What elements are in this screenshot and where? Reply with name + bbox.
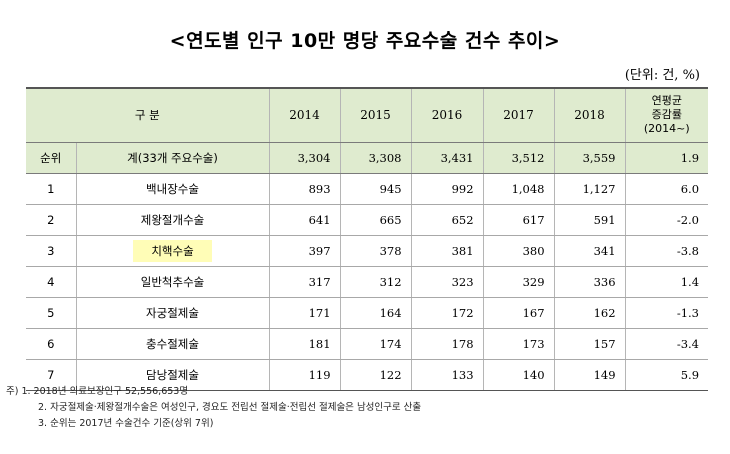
header-year: 2018 — [553, 88, 626, 143]
cell-value: 317 — [268, 266, 341, 298]
cell-value: 1,048 — [482, 173, 555, 205]
cell-value: 341 — [553, 235, 626, 267]
cell-rank: 5 — [26, 297, 76, 329]
header-rate-line: 증감률 — [651, 108, 682, 122]
cell-value: 162 — [553, 297, 626, 329]
table-row: 4 일반척추수술 317 312 323 329 336 1.4 — [26, 266, 709, 298]
cell-value: 591 — [553, 204, 626, 236]
cell-value: 378 — [339, 235, 412, 267]
footnote: 3. 순위는 2017년 수술건수 기준(상위 7위) — [38, 418, 214, 429]
total-name: 계(33개 주요수술) — [75, 142, 270, 174]
table-row: 5 자궁절제술 171 164 172 167 162 -1.3 — [26, 297, 709, 329]
cell-rate: -3.8 — [624, 235, 709, 267]
header-rate-line: (2014~) — [643, 122, 690, 136]
cell-rate: -3.4 — [624, 328, 709, 360]
cell-rank: 6 — [26, 328, 76, 360]
cell-rate: 1.9 — [624, 142, 709, 174]
cell-rate: 6.0 — [624, 173, 709, 205]
table-row: 2 제왕절개수술 641 665 652 617 591 -2.0 — [26, 204, 709, 236]
cell-value: 167 — [482, 297, 555, 329]
cell-value: 172 — [410, 297, 484, 329]
cell-value: 157 — [553, 328, 626, 360]
cell-value: 178 — [410, 328, 484, 360]
header-category: 구 분 — [26, 88, 270, 143]
cell-rank: 4 — [26, 266, 76, 298]
cell-value: 3,559 — [553, 142, 626, 174]
cell-value: 119 — [268, 359, 341, 391]
cell-value: 149 — [553, 359, 626, 391]
cell-rank: 2 — [26, 204, 76, 236]
cell-rate: 1.4 — [624, 266, 709, 298]
cell-value: 336 — [553, 266, 626, 298]
cell-rank: 3 — [26, 235, 76, 267]
unit-label: (단위: 건, %) — [624, 68, 700, 83]
cell-value: 652 — [410, 204, 484, 236]
cell-value: 1,127 — [553, 173, 626, 205]
rank-label: 순위 — [26, 142, 76, 174]
header-year: 2015 — [339, 88, 412, 143]
cell-value: 173 — [482, 328, 555, 360]
table-header-row: 구 분 2014 2015 2016 2017 2018 연평균 증감률 (20… — [26, 88, 709, 143]
footnotes: 주) 1. 2018년 의료보장인구 52,556,653명 2. 자궁절제술·… — [6, 384, 421, 432]
cell-value: 164 — [339, 297, 412, 329]
cell-surgery-name: 치핵수술 — [75, 235, 270, 267]
cell-value: 122 — [339, 359, 412, 391]
highlighted-surgery-name: 치핵수술 — [133, 239, 212, 262]
cell-value: 133 — [410, 359, 484, 391]
cell-surgery-name: 자궁절제술 — [75, 297, 270, 329]
table-row: 7 담낭절제술 119 122 133 140 149 5.9 — [26, 359, 709, 391]
cell-rank: 7 — [26, 359, 76, 391]
cell-value: 171 — [268, 297, 341, 329]
cell-value: 3,308 — [339, 142, 412, 174]
cell-value: 174 — [339, 328, 412, 360]
cell-value: 617 — [482, 204, 555, 236]
header-rate-line: 연평균 — [651, 94, 682, 108]
cell-value: 3,512 — [482, 142, 555, 174]
cell-surgery-name: 제왕절개수술 — [75, 204, 270, 236]
cell-rate: -1.3 — [624, 297, 709, 329]
cell-value: 323 — [410, 266, 484, 298]
cell-value: 641 — [268, 204, 341, 236]
cell-value: 140 — [482, 359, 555, 391]
cell-rate: 5.9 — [624, 359, 709, 391]
cell-value: 312 — [339, 266, 412, 298]
cell-value: 381 — [410, 235, 484, 267]
cell-value: 893 — [268, 173, 341, 205]
cell-value: 3,431 — [410, 142, 484, 174]
surgery-table: 구 분 2014 2015 2016 2017 2018 연평균 증감률 (20… — [26, 87, 709, 391]
cell-value: 945 — [339, 173, 412, 205]
cell-value: 665 — [339, 204, 412, 236]
header-year: 2017 — [482, 88, 555, 143]
cell-value: 181 — [268, 328, 341, 360]
header-year: 2016 — [410, 88, 484, 143]
table-row: 6 충수절제술 181 174 178 173 157 -3.4 — [26, 328, 709, 360]
total-row: 순위 계(33개 주요수술) 3,304 3,308 3,431 3,512 3… — [26, 142, 709, 174]
table-title: <연도별 인구 10만 명당 주요수술 건수 추이> — [169, 30, 561, 52]
table-row: 1 백내장수술 893 945 992 1,048 1,127 6.0 — [26, 173, 709, 205]
cell-rank: 1 — [26, 173, 76, 205]
table-row: 3 치핵수술 397 378 381 380 341 -3.8 — [26, 235, 709, 267]
cell-value: 3,304 — [268, 142, 341, 174]
header-year: 2014 — [268, 88, 341, 143]
cell-surgery-name: 백내장수술 — [75, 173, 270, 205]
cell-value: 329 — [482, 266, 555, 298]
footnote: 2. 자궁절제술·제왕절개수술은 여성인구, 경요도 전립선 절제술·전립선 절… — [38, 402, 422, 413]
footnote: 주) 1. 2018년 의료보장인구 52,556,653명 — [6, 386, 189, 397]
cell-rate: -2.0 — [624, 204, 709, 236]
cell-value: 992 — [410, 173, 484, 205]
header-rate: 연평균 증감률 (2014~) — [624, 88, 709, 143]
cell-surgery-name: 일반척추수술 — [75, 266, 270, 298]
cell-value: 380 — [482, 235, 555, 267]
cell-surgery-name: 충수절제술 — [75, 328, 270, 360]
cell-surgery-name: 담낭절제술 — [75, 359, 270, 391]
cell-value: 397 — [268, 235, 341, 267]
